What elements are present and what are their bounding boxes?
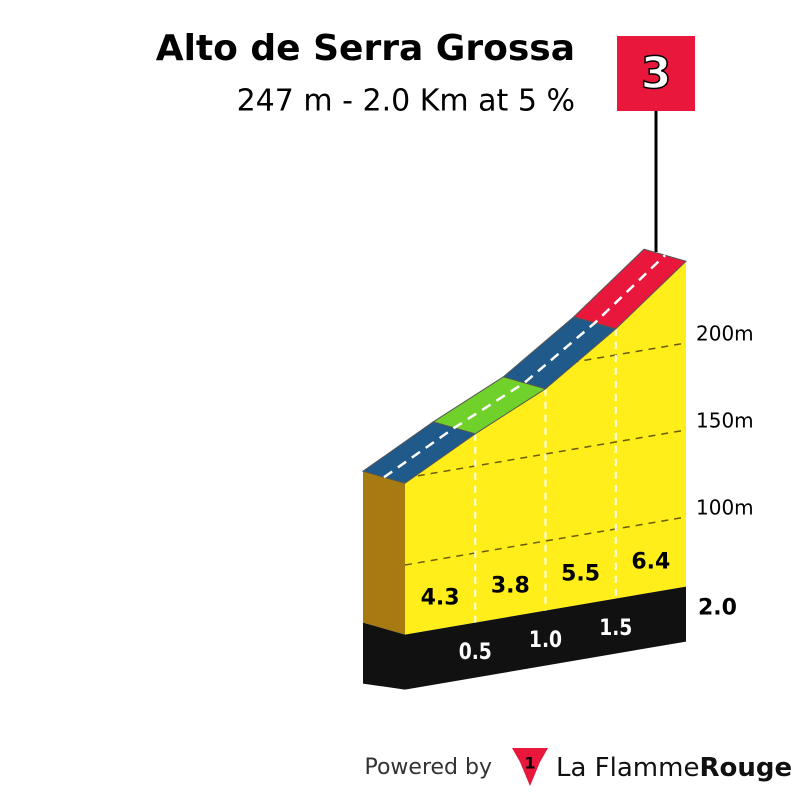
x-tick-label: 1.5 [599, 615, 632, 641]
x-tick-label: 0.5 [459, 639, 492, 665]
side-wall [363, 471, 405, 635]
category-label: 3 [641, 48, 672, 99]
x-tick-label: 2.0 [698, 596, 737, 621]
y-tick-label: 200m [696, 322, 754, 346]
powered-by: Powered by [364, 755, 492, 780]
gradient-label: 4.3 [421, 586, 460, 611]
brand-name: La Flamme [556, 753, 699, 783]
gradient-label: 5.5 [561, 562, 600, 587]
chart-subtitle: 247 m - 2.0 Km at 5 % [237, 84, 575, 119]
category-flag [617, 36, 695, 111]
base-band [405, 586, 686, 690]
grid-line [405, 429, 686, 479]
brand-name-bold: Rouge [699, 753, 792, 783]
y-tick-label: 150m [696, 409, 754, 433]
y-tick-label: 100m [696, 496, 754, 520]
chart-title: Alto de Serra Grossa [156, 28, 575, 69]
profile: 100m 150m 200m 0.5 1.0 1.5 2.0 4.3 3.8 5.5 6.4 [361, 248, 754, 690]
grid-line [405, 342, 686, 392]
grid-line [405, 516, 686, 566]
brand: La FlammeRouge [556, 753, 792, 783]
logo [512, 748, 548, 786]
gradient-label: 6.4 [631, 550, 670, 575]
profile-line [383, 254, 666, 479]
logo-mark: 1 [524, 754, 535, 773]
x-tick-label: 1.0 [529, 627, 562, 653]
base-side [363, 622, 405, 690]
gradient-label: 3.8 [491, 574, 530, 599]
